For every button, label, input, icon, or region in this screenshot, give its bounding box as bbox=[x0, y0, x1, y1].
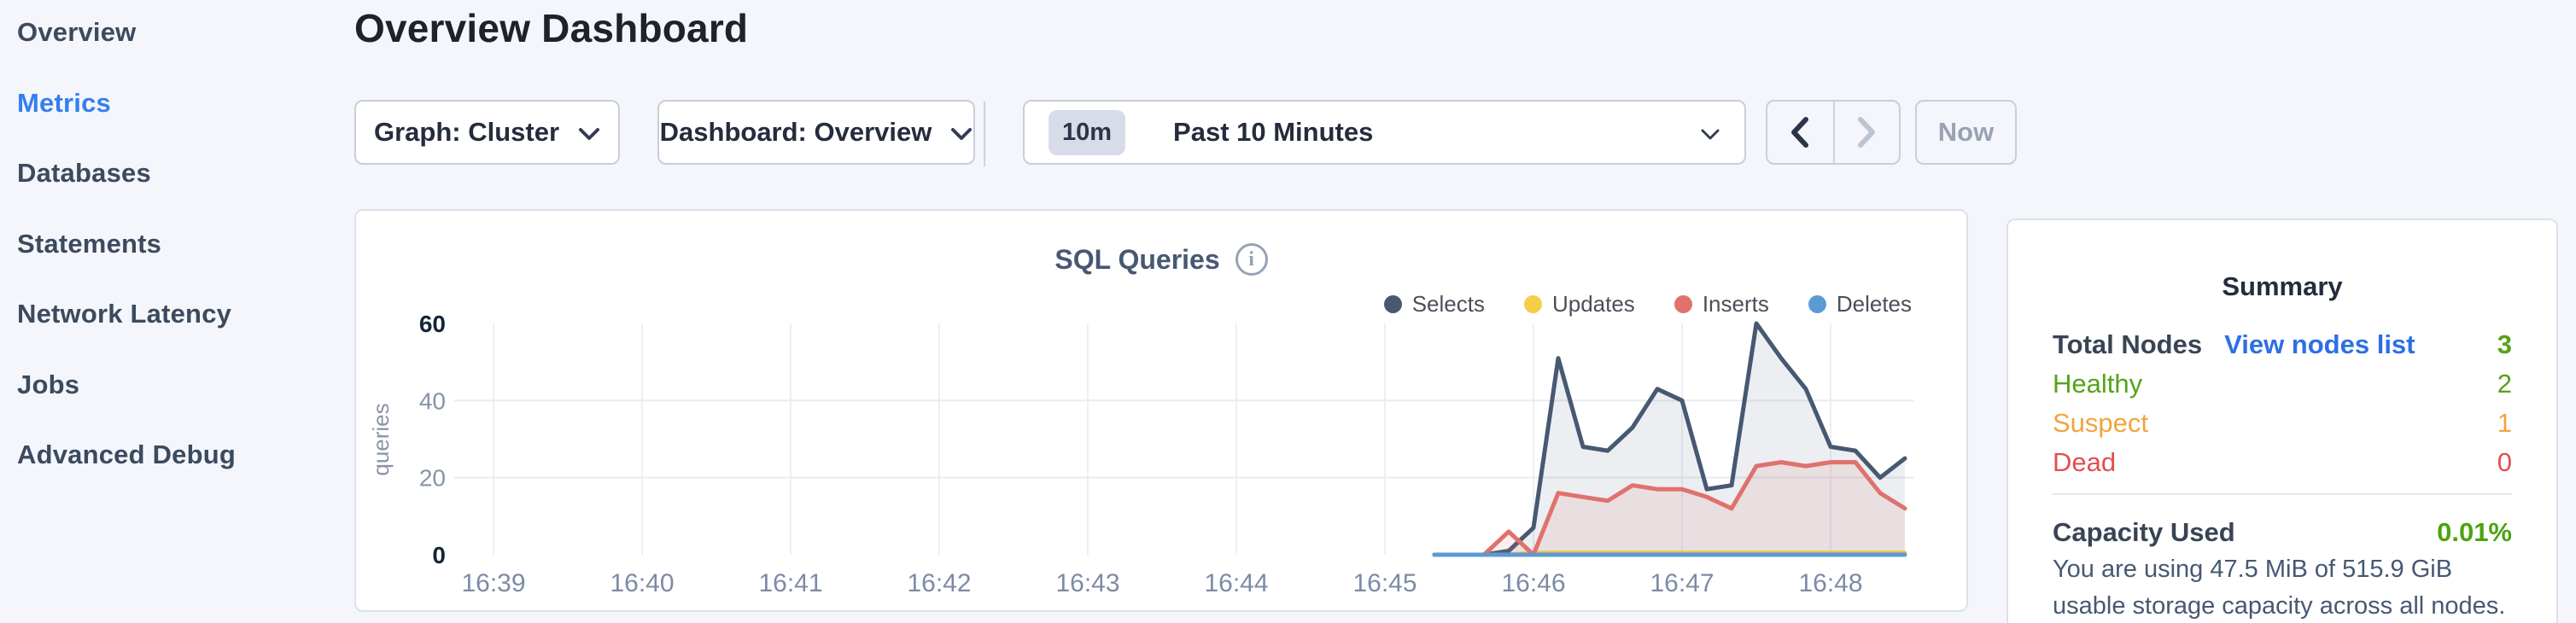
capacity-used-label: Capacity Used bbox=[2053, 517, 2235, 547]
divider bbox=[984, 102, 985, 166]
legend-item-inserts[interactable]: Inserts bbox=[1674, 291, 1769, 317]
legend-dot bbox=[1383, 295, 1402, 313]
svg-text:16:48: 16:48 bbox=[1798, 569, 1862, 597]
time-window-selector[interactable]: 10m Past 10 Minutes bbox=[1023, 100, 1746, 165]
svg-text:40: 40 bbox=[419, 387, 446, 414]
now-button[interactable]: Now bbox=[1915, 100, 2017, 165]
svg-text:16:45: 16:45 bbox=[1352, 569, 1417, 597]
legend-item-deletes[interactable]: Deletes bbox=[1808, 291, 1912, 317]
svg-text:16:41: 16:41 bbox=[758, 569, 822, 597]
svg-text:0: 0 bbox=[432, 542, 446, 568]
dashboard-dropdown[interactable]: Dashboard: Overview bbox=[657, 100, 975, 165]
now-button-label: Now bbox=[1937, 117, 1995, 147]
node-status-row-dead: Dead 0 bbox=[2053, 447, 2512, 478]
legend-item-selects[interactable]: Selects bbox=[1383, 291, 1485, 317]
legend-dot bbox=[1674, 295, 1692, 313]
svg-text:16:43: 16:43 bbox=[1055, 569, 1119, 597]
svg-text:20: 20 bbox=[419, 465, 446, 492]
graph-dropdown-label: Graph: Cluster bbox=[373, 117, 560, 147]
legend-label: Deletes bbox=[1836, 291, 1912, 317]
chart-title: SQL Queries bbox=[1054, 243, 1220, 275]
time-step-group bbox=[1766, 100, 1901, 165]
svg-text:16:42: 16:42 bbox=[907, 569, 971, 597]
svg-text:16:44: 16:44 bbox=[1204, 569, 1268, 597]
sidebar-item-network-latency[interactable]: Network Latency bbox=[17, 299, 232, 329]
chevron-down-icon bbox=[1700, 117, 1720, 148]
chevron-down-icon bbox=[578, 117, 600, 148]
total-nodes-row: Total Nodes View nodes list 3 bbox=[2053, 329, 2512, 360]
graph-dropdown[interactable]: Graph: Cluster bbox=[354, 100, 620, 165]
node-status-value: 1 bbox=[2497, 408, 2512, 438]
node-status-label: Healthy bbox=[2053, 369, 2143, 399]
chevron-right-icon bbox=[1858, 117, 1876, 148]
svg-text:16:47: 16:47 bbox=[1650, 569, 1714, 597]
sidebar-item-statements[interactable]: Statements bbox=[17, 228, 162, 259]
svg-text:16:40: 16:40 bbox=[610, 569, 674, 597]
sidebar-item-overview[interactable]: Overview bbox=[17, 17, 137, 47]
page-title: Overview Dashboard bbox=[354, 6, 749, 50]
divider bbox=[2053, 493, 2512, 495]
sidebar: Overview Metrics Databases Statements Networ… bbox=[0, 0, 342, 623]
node-status-row-suspect: Suspect 1 bbox=[2053, 408, 2512, 439]
node-status-value: 0 bbox=[2497, 447, 2512, 477]
legend-item-updates[interactable]: Updates bbox=[1523, 291, 1635, 317]
sidebar-item-databases[interactable]: Databases bbox=[17, 158, 151, 188]
total-nodes-label: Total Nodes bbox=[2053, 329, 2203, 359]
capacity-note: You are using 47.5 MiB of 515.9 GiB usab… bbox=[2053, 556, 2506, 620]
svg-text:16:39: 16:39 bbox=[461, 569, 525, 597]
chart-legend: Selects Updates Inserts Deletes bbox=[1383, 291, 1912, 317]
sidebar-item-metrics[interactable]: Metrics bbox=[17, 87, 111, 118]
dashboard-dropdown-label: Dashboard: Overview bbox=[659, 117, 932, 147]
sql-queries-chart-card: SQL Queries i Selects Updates Inserts Delet… bbox=[354, 209, 1968, 612]
time-window-label: Past 10 Minutes bbox=[1173, 117, 1374, 147]
time-window-badge: 10m bbox=[1049, 109, 1126, 155]
legend-dot bbox=[1808, 295, 1826, 313]
summary-title: Summary bbox=[2222, 271, 2343, 301]
legend-label: Updates bbox=[1551, 291, 1635, 317]
sidebar-item-advanced-debug[interactable]: Advanced Debug bbox=[17, 440, 237, 469]
summary-panel: Summary Total Nodes View nodes list 3 He… bbox=[2006, 218, 2558, 623]
sql-queries-chart: 16:39 16:40 16:41 16:42 16:43 16:44 16:45 16:46… bbox=[368, 311, 1914, 597]
time-back-button[interactable] bbox=[1767, 102, 1833, 163]
svg-text:queries: queries bbox=[368, 403, 394, 475]
legend-dot bbox=[1523, 295, 1542, 313]
node-status-label: Suspect bbox=[2053, 408, 2149, 438]
capacity-used-row: Capacity Used 0.01% bbox=[2053, 517, 2512, 548]
chevron-left-icon bbox=[1791, 117, 1809, 148]
node-status-value: 2 bbox=[2497, 369, 2512, 399]
sidebar-item-jobs[interactable]: Jobs bbox=[17, 369, 80, 399]
svg-text:60: 60 bbox=[419, 311, 446, 337]
legend-label: Selects bbox=[1411, 291, 1485, 317]
legend-label: Inserts bbox=[1702, 291, 1769, 317]
svg-text:16:46: 16:46 bbox=[1501, 569, 1565, 597]
chevron-down-icon bbox=[950, 117, 973, 148]
view-nodes-list-link[interactable]: View nodes list bbox=[2224, 329, 2415, 359]
total-nodes-value: 3 bbox=[2497, 329, 2512, 359]
node-status-label: Dead bbox=[2053, 447, 2117, 477]
info-icon[interactable]: i bbox=[1235, 243, 1268, 276]
capacity-used-value: 0.01% bbox=[2437, 517, 2512, 547]
node-status-row-healthy: Healthy 2 bbox=[2053, 369, 2512, 399]
time-forward-button[interactable] bbox=[1832, 102, 1899, 163]
